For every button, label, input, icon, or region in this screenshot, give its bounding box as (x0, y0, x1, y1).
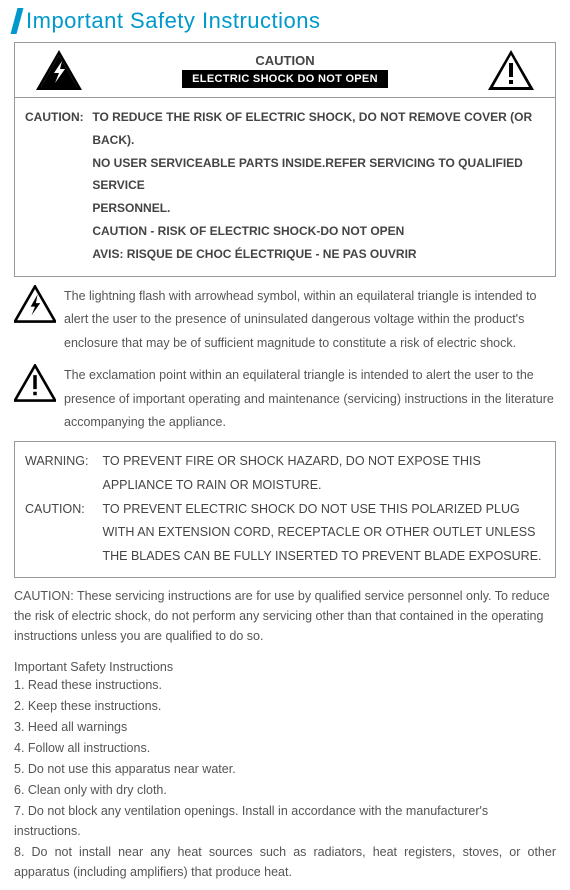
title-row: Important Safety Instructions (14, 8, 556, 34)
instruction-2: 2. Keep these instructions. (14, 696, 556, 716)
caution-line3: PERSONNEL. (92, 201, 170, 215)
caution-box: CAUTION ELECTRIC SHOCK DO NOT OPEN CAUTI… (14, 42, 556, 277)
instruction-4: 4. Follow all instructions. (14, 738, 556, 758)
warning-box: WARNING: TO PREVENT FIRE OR SHOCK HAZARD… (14, 441, 556, 578)
caution-box-header: CAUTION ELECTRIC SHOCK DO NOT OPEN (15, 43, 555, 98)
caution-heading: CAUTION (182, 53, 388, 68)
servicing-paragraph: CAUTION: These servicing instructions ar… (14, 586, 556, 646)
caution-text: TO REDUCE THE RISK OF ELECTRIC SHOCK, DO… (92, 106, 542, 266)
instructions-heading: Important Safety Instructions (14, 660, 556, 674)
page: Important Safety Instructions CAUTION EL… (0, 0, 570, 890)
caution2-text: TO PREVENT ELECTRIC SHOCK DO NOT USE THI… (102, 498, 542, 569)
symbol-bolt-row: The lightning flash with arrowhead symbo… (14, 281, 556, 360)
instruction-3: 3. Heed all warnings (14, 717, 556, 737)
caution-line2: NO USER SERVICEABLE PARTS INSIDE.REFER S… (92, 156, 523, 193)
bolt-description: The lightning flash with arrowhead symbo… (64, 285, 556, 356)
caution2-label: CAUTION: (25, 498, 99, 522)
warning-label: WARNING: (25, 450, 99, 474)
instruction-1: 1. Read these instructions. (14, 675, 556, 695)
caution2-row: CAUTION: TO PREVENT ELECTRIC SHOCK DO NO… (25, 498, 545, 569)
caution-line5: AVIS: RISQUE DE CHOC ÉLECTRIQUE - NE PAS… (92, 247, 416, 261)
caution-label-block: CAUTION ELECTRIC SHOCK DO NOT OPEN (182, 53, 388, 88)
excl-description: The exclamation point within an equilate… (64, 364, 556, 435)
lightning-triangle-icon (35, 49, 83, 91)
caution-bar: ELECTRIC SHOCK DO NOT OPEN (182, 70, 388, 88)
caution-label: CAUTION: (25, 106, 89, 129)
caution-line1: TO REDUCE THE RISK OF ELECTRIC SHOCK, DO… (92, 110, 532, 147)
instruction-7: 7. Do not block any ventilation openings… (14, 801, 556, 841)
exclamation-triangle-small-icon (14, 364, 56, 402)
instruction-8: 8. Do not install near any heat sources … (14, 842, 556, 882)
symbol-excl-row: The exclamation point within an equilate… (14, 360, 556, 439)
accent-slash-icon (11, 8, 24, 34)
page-title: Important Safety Instructions (26, 8, 321, 34)
instructions-list: 1. Read these instructions. 2. Keep thes… (14, 675, 556, 882)
warning-text: TO PREVENT FIRE OR SHOCK HAZARD, DO NOT … (102, 450, 542, 498)
warning-row: WARNING: TO PREVENT FIRE OR SHOCK HAZARD… (25, 450, 545, 498)
instruction-6: 6. Clean only with dry cloth. (14, 780, 556, 800)
caution-body: CAUTION: TO REDUCE THE RISK OF ELECTRIC … (15, 98, 555, 276)
caution-line4: CAUTION - RISK OF ELECTRIC SHOCK-DO NOT … (92, 224, 404, 238)
exclamation-triangle-icon (487, 49, 535, 91)
instruction-5: 5. Do not use this apparatus near water. (14, 759, 556, 779)
lightning-triangle-small-icon (14, 285, 56, 323)
